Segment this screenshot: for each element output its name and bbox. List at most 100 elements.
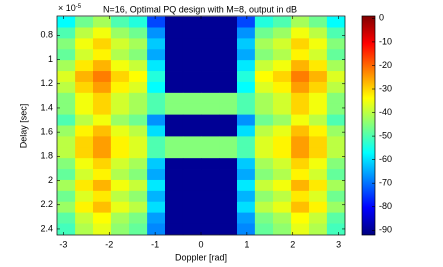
x-tick-label: 2 bbox=[290, 239, 295, 249]
heat-cell bbox=[201, 81, 220, 94]
heat-cell bbox=[201, 212, 220, 224]
heat-cell bbox=[129, 60, 148, 72]
heat-cell bbox=[309, 147, 328, 159]
heat-cell bbox=[291, 27, 310, 39]
y-offset-exp: -5 bbox=[76, 4, 82, 10]
heat-cell bbox=[219, 114, 238, 126]
heat-cell bbox=[182, 27, 202, 39]
heat-cell bbox=[237, 27, 256, 39]
heat-cell bbox=[75, 114, 94, 126]
heat-cell bbox=[110, 38, 130, 50]
heat-cell bbox=[75, 103, 94, 116]
heat-cell bbox=[201, 60, 220, 72]
colorbar-tick-label: -70 bbox=[379, 178, 392, 188]
heat-cell bbox=[291, 136, 310, 148]
heat-cell bbox=[254, 103, 274, 116]
heat-cell bbox=[147, 169, 166, 181]
heat-cell bbox=[93, 81, 112, 94]
heat-cell bbox=[93, 147, 112, 159]
heat-cell bbox=[129, 158, 148, 170]
heat-cell bbox=[273, 158, 292, 170]
heat-cell bbox=[147, 147, 166, 159]
heat-cell bbox=[182, 158, 202, 170]
heat-cell bbox=[237, 190, 256, 203]
heat-cell bbox=[219, 103, 238, 116]
heat-cell bbox=[254, 125, 274, 137]
heat-cell bbox=[57, 16, 76, 28]
heat-cell bbox=[237, 71, 256, 83]
heat-cell bbox=[110, 60, 130, 72]
heat-cell bbox=[291, 16, 310, 28]
heat-cell bbox=[309, 158, 328, 170]
heat-cell bbox=[273, 27, 292, 39]
heat-cell bbox=[182, 114, 202, 126]
heat-cell bbox=[147, 92, 166, 105]
heat-cell bbox=[326, 92, 345, 105]
heat-cell bbox=[165, 212, 184, 224]
heat-cell bbox=[201, 114, 220, 126]
heat-cell bbox=[147, 27, 166, 39]
heat-cell bbox=[219, 38, 238, 50]
heat-cell bbox=[129, 212, 148, 224]
heat-cell bbox=[57, 38, 76, 50]
heat-cell bbox=[254, 136, 274, 148]
heat-cell bbox=[273, 60, 292, 72]
heat-cell bbox=[273, 103, 292, 116]
heat-cell bbox=[219, 169, 238, 181]
heat-cell bbox=[291, 71, 310, 83]
colorbar-tick-label: -30 bbox=[379, 83, 392, 93]
heat-cell bbox=[129, 190, 148, 203]
colorbar bbox=[361, 15, 376, 236]
heat-cell bbox=[165, 92, 184, 105]
heat-cell bbox=[219, 223, 238, 235]
heat-cell bbox=[254, 201, 274, 214]
heat-cell bbox=[201, 125, 220, 137]
heat-cell bbox=[326, 190, 345, 203]
heat-cell bbox=[147, 81, 166, 94]
heat-cell bbox=[165, 179, 184, 192]
heat-cell bbox=[165, 190, 184, 203]
heat-cell bbox=[309, 81, 328, 94]
heat-cell bbox=[237, 212, 256, 224]
heat-cell bbox=[182, 125, 202, 137]
colorbar-tick-label: -20 bbox=[379, 60, 392, 70]
colorbar-tick-label: -60 bbox=[379, 154, 392, 164]
heat-cell bbox=[201, 103, 220, 116]
heat-cell bbox=[254, 71, 274, 83]
y-axis-label: Delay [sec] bbox=[18, 104, 28, 149]
y-tick-label: 1 bbox=[48, 54, 53, 64]
heat-cell bbox=[57, 92, 76, 105]
heat-cell bbox=[75, 158, 94, 170]
heat-cell bbox=[129, 103, 148, 116]
heat-cell bbox=[309, 103, 328, 116]
heat-cell bbox=[309, 49, 328, 61]
heat-cell bbox=[182, 169, 202, 181]
heat-cell bbox=[93, 201, 112, 214]
heat-cell bbox=[93, 92, 112, 105]
heat-cell bbox=[326, 103, 345, 116]
heat-cell bbox=[129, 147, 148, 159]
heat-cell bbox=[237, 114, 256, 126]
heat-cell bbox=[291, 158, 310, 170]
heat-cell bbox=[129, 136, 148, 148]
heat-cell bbox=[273, 38, 292, 50]
chart-title: N=16, Optimal PQ design with M=8, output… bbox=[103, 4, 297, 14]
heat-cell bbox=[237, 223, 256, 235]
heat-cell bbox=[291, 38, 310, 50]
heat-cell bbox=[182, 136, 202, 148]
heat-cell bbox=[57, 125, 76, 137]
heat-cell bbox=[273, 190, 292, 203]
heat-cell bbox=[129, 125, 148, 137]
heat-cell bbox=[237, 125, 256, 137]
heat-cell bbox=[291, 212, 310, 224]
heat-cell bbox=[201, 136, 220, 148]
heat-cell bbox=[182, 179, 202, 192]
heat-cell bbox=[165, 103, 184, 116]
heat-cell bbox=[93, 49, 112, 61]
x-tick-label: -1 bbox=[151, 239, 159, 249]
heat-cell bbox=[110, 190, 130, 203]
heat-cell bbox=[147, 114, 166, 126]
heat-cell bbox=[75, 81, 94, 94]
heat-cell bbox=[254, 158, 274, 170]
heat-cell bbox=[57, 103, 76, 116]
